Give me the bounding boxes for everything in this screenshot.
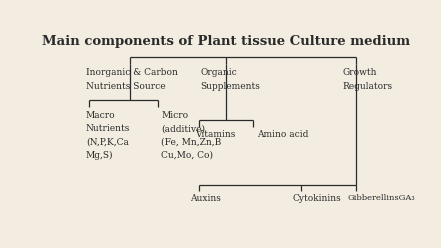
Text: Regulators: Regulators <box>342 82 392 91</box>
Text: Supplements: Supplements <box>200 82 260 91</box>
Text: Vitamins: Vitamins <box>195 130 235 139</box>
Text: Micro: Micro <box>161 111 188 120</box>
Text: Nutrients: Nutrients <box>86 124 130 133</box>
Text: Main components of Plant tissue Culture medium: Main components of Plant tissue Culture … <box>42 34 410 48</box>
Text: Inorganic & Carbon: Inorganic & Carbon <box>86 68 178 77</box>
Text: Growth: Growth <box>342 68 377 77</box>
Text: Nutrients Source: Nutrients Source <box>86 82 165 91</box>
Text: Macro: Macro <box>86 111 116 120</box>
Text: Mg,S): Mg,S) <box>86 151 113 160</box>
Text: (N,P,K,Ca: (N,P,K,Ca <box>86 138 129 147</box>
Text: (Fe, Mn,Zn,B: (Fe, Mn,Zn,B <box>161 138 221 147</box>
Text: GibberellinsGA₃: GibberellinsGA₃ <box>348 194 415 202</box>
Text: Organic: Organic <box>200 68 237 77</box>
Text: Cu,Mo, Co): Cu,Mo, Co) <box>161 151 213 160</box>
Text: Auxins: Auxins <box>190 194 221 203</box>
Text: Amino acid: Amino acid <box>257 130 308 139</box>
Text: Cytokinins: Cytokinins <box>293 194 341 203</box>
Text: (additive): (additive) <box>161 124 205 133</box>
